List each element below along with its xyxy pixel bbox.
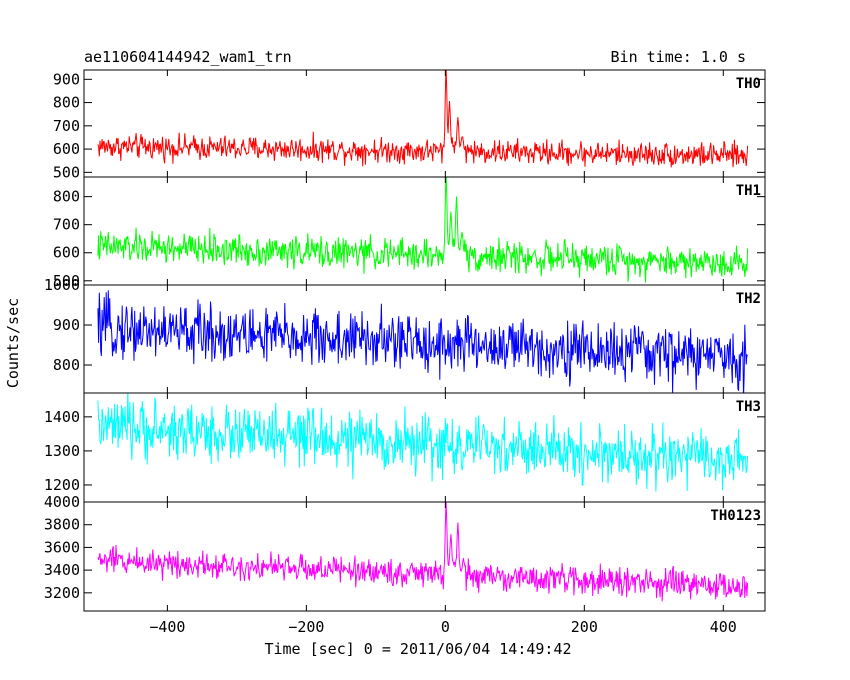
y-tick-label: 500 — [53, 163, 80, 181]
y-tick-label: 700 — [53, 117, 80, 135]
y-tick-label: 800 — [53, 94, 80, 112]
y-tick-label: 4000 — [44, 493, 80, 511]
y-tick-label: 3200 — [44, 584, 80, 602]
y-tick-label: 1400 — [44, 408, 80, 426]
series-line-th0123 — [97, 502, 749, 602]
x-tick-label: 400 — [710, 618, 737, 636]
x-axis-label: Time [sec] 0 = 2011/06/04 14:49:42 — [264, 640, 571, 658]
y-tick-label: 3800 — [44, 516, 80, 534]
y-tick-label: 600 — [53, 244, 80, 262]
panel-th3: 1200 1300 1400 TH3 — [44, 392, 766, 503]
x-tick-label: −400 — [149, 618, 185, 636]
y-axis-label: Counts/sec — [4, 298, 22, 388]
y-tick-label: 600 — [53, 140, 80, 158]
y-tick-label: 3400 — [44, 561, 80, 579]
y-tick-label: 900 — [53, 316, 80, 334]
y-tick-label: 500 — [53, 272, 80, 290]
panel-label-th2: TH2 — [736, 291, 761, 307]
x-tick-label: 0 — [441, 618, 450, 636]
series-line-th3 — [97, 393, 749, 492]
panel-label-th1: TH1 — [736, 183, 761, 199]
y-tick-label: 1200 — [44, 476, 80, 494]
panel-th1: 500 600 700 800 TH1 — [53, 176, 766, 290]
panel-label-th0: TH0 — [736, 76, 761, 92]
x-tick-label: −200 — [288, 618, 324, 636]
panel-label-th0123: TH0123 — [710, 508, 761, 524]
y-tick-label: 1000 — [44, 276, 80, 294]
x-tick-label: 200 — [571, 618, 598, 636]
series-line-th1 — [97, 177, 749, 283]
y-tick-label: 700 — [53, 216, 80, 234]
y-tick-label: 900 — [53, 70, 80, 88]
y-tick-label: 3600 — [44, 538, 80, 556]
y-tick-label: 800 — [53, 356, 80, 374]
panel-frame — [83, 176, 766, 286]
panel-label-th3: TH3 — [736, 399, 761, 415]
panel-th2: 800 900 1000 TH2 — [44, 276, 766, 394]
y-tick-label: 800 — [53, 188, 80, 206]
bin-time-label: Bin time: 1.0 s — [611, 48, 746, 66]
chart-title: ae110604144942_wam1_trn — [84, 48, 292, 66]
y-tick-label: 1300 — [44, 442, 80, 460]
panel-frame — [83, 501, 766, 612]
panel-frame — [83, 69, 766, 178]
series-line-th2 — [97, 290, 749, 393]
panels-group: 500 600 700 800 900 TH0 500 600 700 800 TH1 800 900 1… — [44, 69, 766, 636]
series-line-th0 — [97, 70, 749, 168]
panel-th0: 500 600 700 800 900 TH0 — [53, 69, 766, 181]
panel-th0123: 3200 3400 3600 3800 4000 TH0123 — [44, 493, 766, 612]
